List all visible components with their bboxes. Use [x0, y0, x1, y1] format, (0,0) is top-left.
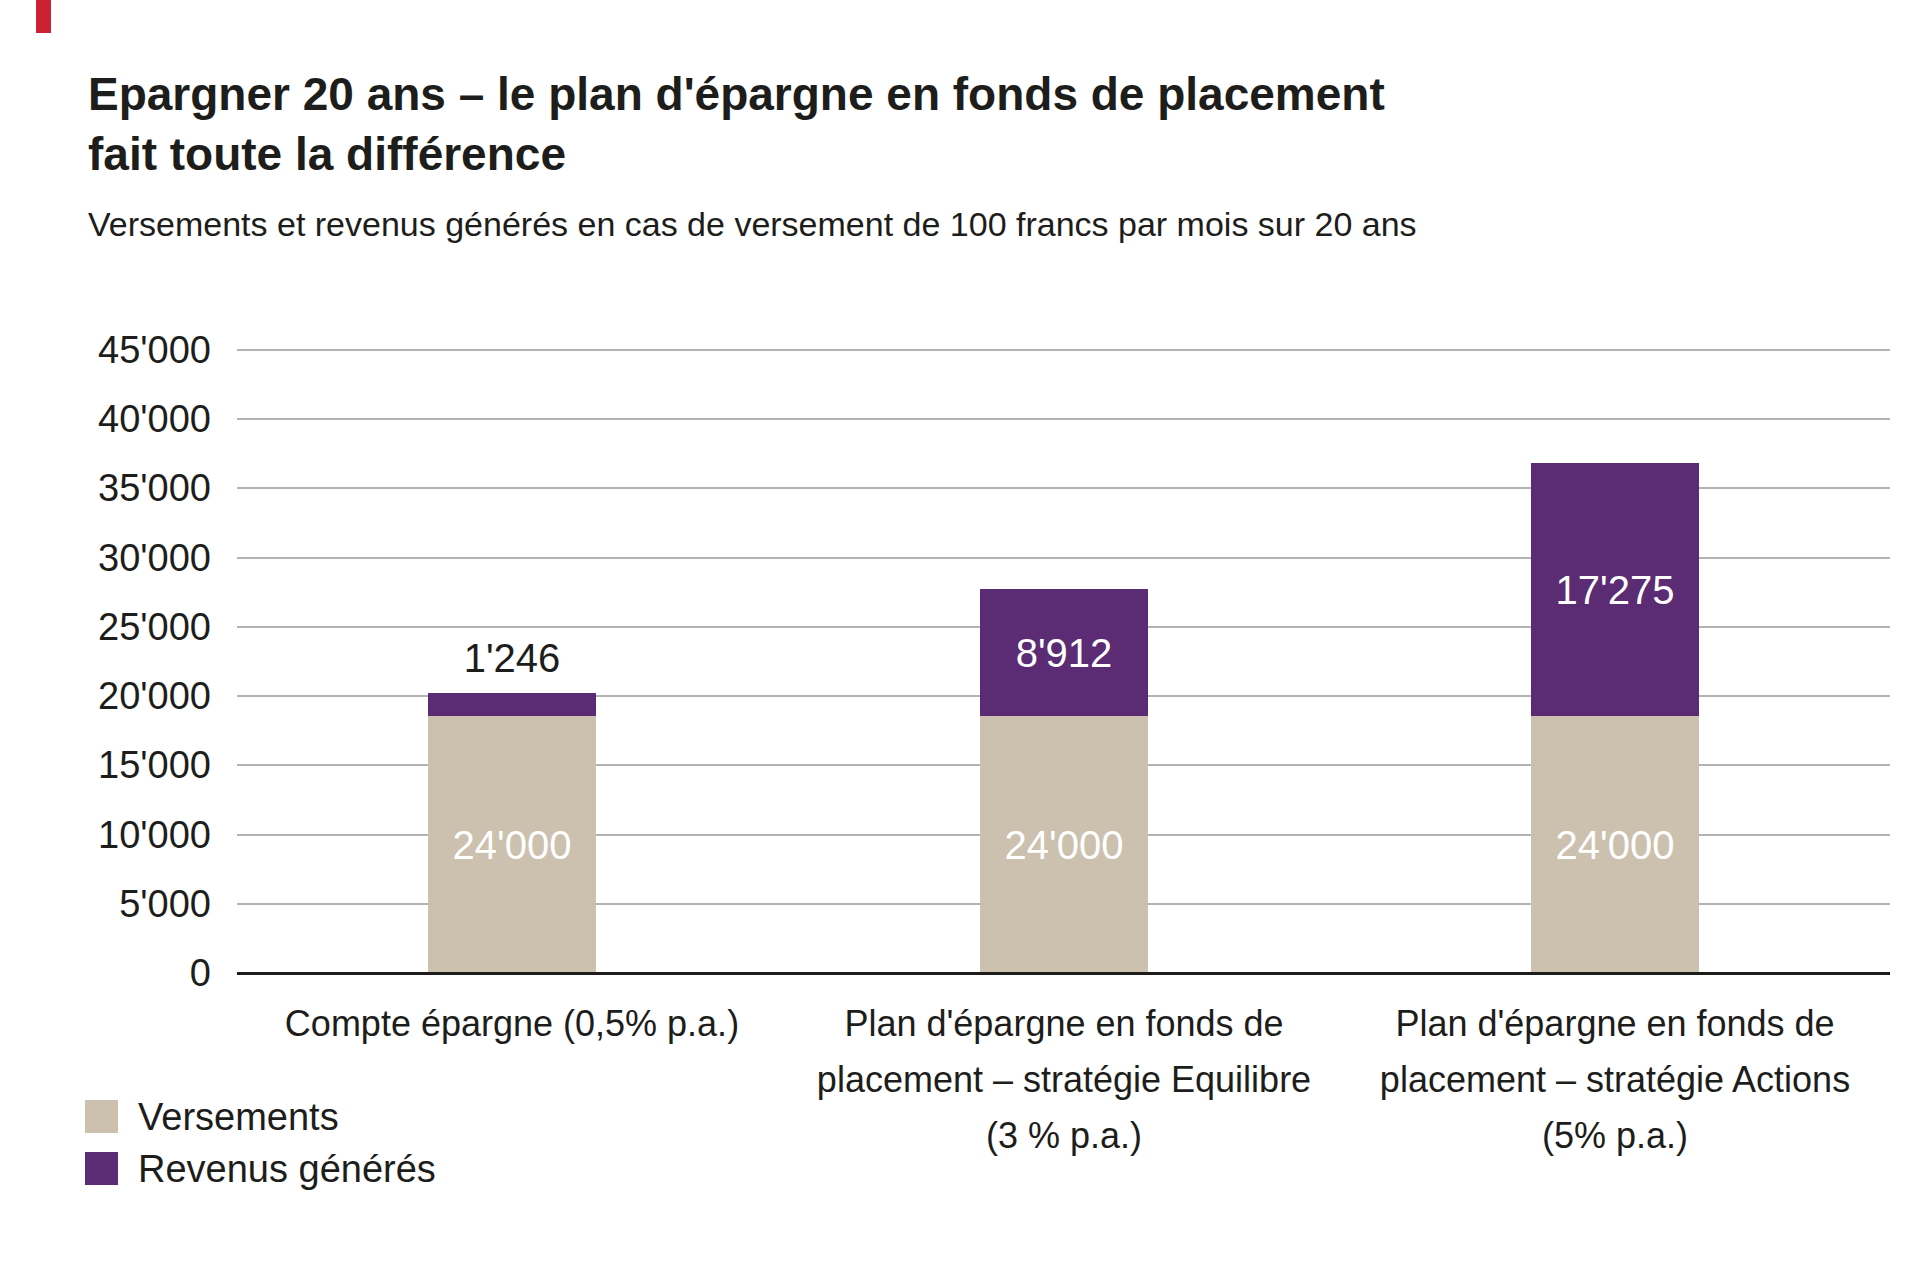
gridline: [237, 349, 1890, 351]
legend-label-versements: Versements: [138, 1098, 339, 1136]
legend: Versements Revenus générés: [85, 1100, 436, 1204]
bar-segment-revenus: [428, 693, 596, 716]
y-tick-label: 40'000: [45, 396, 211, 442]
legend-label-revenus-generes: Revenus générés: [138, 1150, 436, 1188]
legend-swatch-revenus-generes: [85, 1152, 118, 1185]
bar-value-label-revenus: 17'275: [1495, 567, 1735, 613]
legend-item-versements: Versements: [85, 1100, 436, 1133]
bar-value-label-revenus: 1'246: [392, 635, 632, 681]
x-axis-label-line: Plan d'épargne en fonds de: [1285, 996, 1920, 1052]
x-axis-label-strategie-actions: Plan d'épargne en fonds de placement – s…: [1285, 996, 1920, 1164]
y-tick-label: 20'000: [45, 673, 211, 719]
legend-swatch-versements: [85, 1100, 118, 1133]
bar-value-label-versements: 24'000: [944, 822, 1184, 868]
bar-value-label-versements: 24'000: [392, 822, 632, 868]
x-axis-label-line: placement – stratégie Actions: [1285, 1052, 1920, 1108]
x-axis-line: [237, 972, 1890, 975]
bar-value-label-versements: 24'000: [1495, 822, 1735, 868]
x-axis-label-line: (5% p.a.): [1285, 1108, 1920, 1164]
y-tick-label: 10'000: [45, 812, 211, 858]
y-tick-label: 45'000: [45, 327, 211, 373]
y-tick-label: 0: [45, 950, 211, 996]
bar-value-label-revenus: 8'912: [944, 630, 1184, 676]
y-tick-label: 25'000: [45, 604, 211, 650]
chart-page: { "brand": { "mark_color": "#cc2134" }, …: [0, 0, 1920, 1269]
legend-item-revenus-generes: Revenus générés: [85, 1152, 436, 1185]
y-tick-label: 15'000: [45, 742, 211, 788]
y-tick-label: 5'000: [45, 881, 211, 927]
y-tick-label: 30'000: [45, 535, 211, 581]
gridline: [237, 418, 1890, 420]
y-tick-label: 35'000: [45, 465, 211, 511]
